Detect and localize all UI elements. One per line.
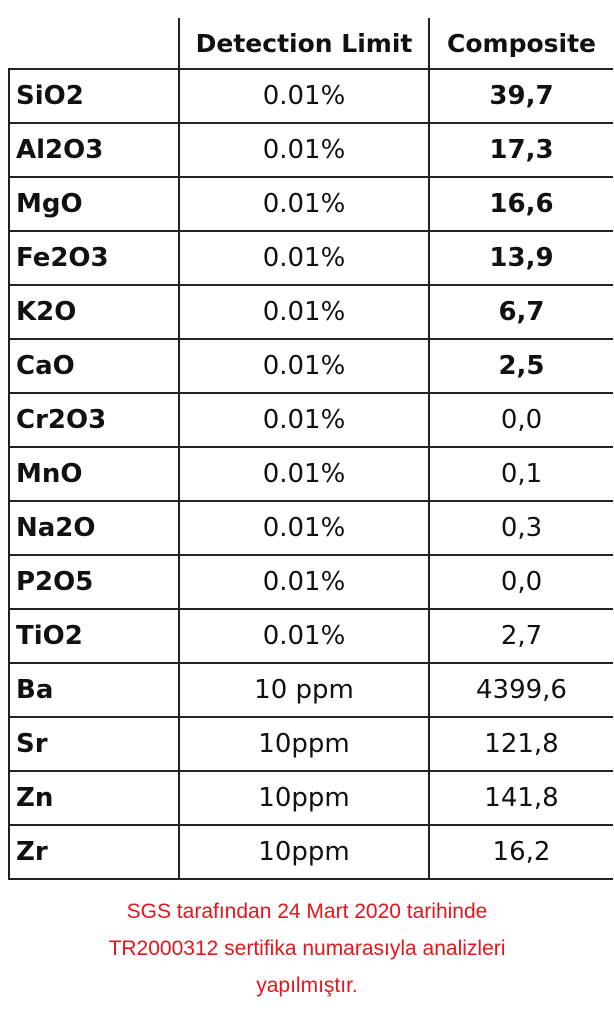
value-cell: 39,7 bbox=[428, 68, 613, 124]
value-cell: 121,8 bbox=[428, 716, 613, 772]
limit-cell: 0.01% bbox=[178, 554, 430, 610]
table-row: CaO 0.01% 2,5 bbox=[8, 338, 613, 394]
limit-cell: 0.01% bbox=[178, 338, 430, 394]
element-cell: Zn bbox=[8, 770, 180, 826]
value-cell: 0,1 bbox=[428, 446, 613, 502]
footer-line: yapılmıştır. bbox=[256, 974, 358, 997]
element-cell: TiO2 bbox=[8, 608, 180, 664]
footer: SGS tarafından 24 Mart 2020 tarihinde TR2… bbox=[0, 893, 614, 1004]
table-row: Ba 10 ppm 4399,6 bbox=[8, 662, 613, 718]
data-table: Detection Limit Composite SiO2 0.01% 39,7 A… bbox=[8, 18, 613, 880]
limit-cell: 0.01% bbox=[178, 392, 430, 448]
limit-cell: 0.01% bbox=[178, 608, 430, 664]
header-cell: Composite bbox=[428, 18, 613, 70]
value-cell: 6,7 bbox=[428, 284, 613, 340]
value-cell: 0,3 bbox=[428, 500, 613, 556]
table-row: Cr2O3 0.01% 0,0 bbox=[8, 392, 613, 448]
table-body: SiO2 0.01% 39,7 Al2O3 0.01% 17,3 MgO 0.01% 16,6 F… bbox=[8, 68, 613, 880]
table-row: MgO 0.01% 16,6 bbox=[8, 176, 613, 232]
value-cell: 13,9 bbox=[428, 230, 613, 286]
value-cell: 2,5 bbox=[428, 338, 613, 394]
element-cell: P2O5 bbox=[8, 554, 180, 610]
value-cell: 17,3 bbox=[428, 122, 613, 178]
table-row: SiO2 0.01% 39,7 bbox=[8, 68, 613, 124]
element-cell: SiO2 bbox=[8, 68, 180, 124]
limit-cell: 0.01% bbox=[178, 68, 430, 124]
limit-cell: 0.01% bbox=[178, 284, 430, 340]
limit-cell: 0.01% bbox=[178, 122, 430, 178]
element-cell: Cr2O3 bbox=[8, 392, 180, 448]
element-cell: Zr bbox=[8, 824, 180, 880]
table-row: Na2O 0.01% 0,3 bbox=[8, 500, 613, 556]
limit-cell: 10 ppm bbox=[178, 662, 430, 718]
footer-line: TR2000312 sertifika numarasıyla analizle… bbox=[108, 937, 506, 960]
element-cell: MnO bbox=[8, 446, 180, 502]
value-cell: 16,6 bbox=[428, 176, 613, 232]
table-row: Sr 10ppm 121,8 bbox=[8, 716, 613, 772]
value-cell: 0,0 bbox=[428, 554, 613, 610]
limit-cell: 0.01% bbox=[178, 500, 430, 556]
limit-cell: 10ppm bbox=[178, 716, 430, 772]
element-cell: CaO bbox=[8, 338, 180, 394]
element-cell: Ba bbox=[8, 662, 180, 718]
limit-cell: 10ppm bbox=[178, 770, 430, 826]
table-row: Fe2O3 0.01% 13,9 bbox=[8, 230, 613, 286]
table-row: K2O 0.01% 6,7 bbox=[8, 284, 613, 340]
element-cell: Al2O3 bbox=[8, 122, 180, 178]
value-cell: 141,8 bbox=[428, 770, 613, 826]
table-row: TiO2 0.01% 2,7 bbox=[8, 608, 613, 664]
element-cell: Na2O bbox=[8, 500, 180, 556]
element-cell: K2O bbox=[8, 284, 180, 340]
value-cell: 0,0 bbox=[428, 392, 613, 448]
value-cell: 4399,6 bbox=[428, 662, 613, 718]
table-row: MnO 0.01% 0,1 bbox=[8, 446, 613, 502]
limit-cell: 0.01% bbox=[178, 446, 430, 502]
limit-cell: 10ppm bbox=[178, 824, 430, 880]
header-cell: Detection Limit bbox=[178, 18, 430, 70]
table-row: Zr 10ppm 16,2 bbox=[8, 824, 613, 880]
element-cell: Sr bbox=[8, 716, 180, 772]
limit-cell: 0.01% bbox=[178, 230, 430, 286]
table-row: Zn 10ppm 141,8 bbox=[8, 770, 613, 826]
value-cell: 16,2 bbox=[428, 824, 613, 880]
value-cell: 2,7 bbox=[428, 608, 613, 664]
element-cell: MgO bbox=[8, 176, 180, 232]
limit-cell: 0.01% bbox=[178, 176, 430, 232]
element-cell: Fe2O3 bbox=[8, 230, 180, 286]
footer-line: SGS tarafından 24 Mart 2020 tarihinde bbox=[126, 900, 488, 923]
header-blank bbox=[9, 18, 180, 69]
header-row: Detection Limit Composite bbox=[9, 18, 613, 70]
table-row: Al2O3 0.01% 17,3 bbox=[8, 122, 613, 178]
table-row: P2O5 0.01% 0,0 bbox=[8, 554, 613, 610]
